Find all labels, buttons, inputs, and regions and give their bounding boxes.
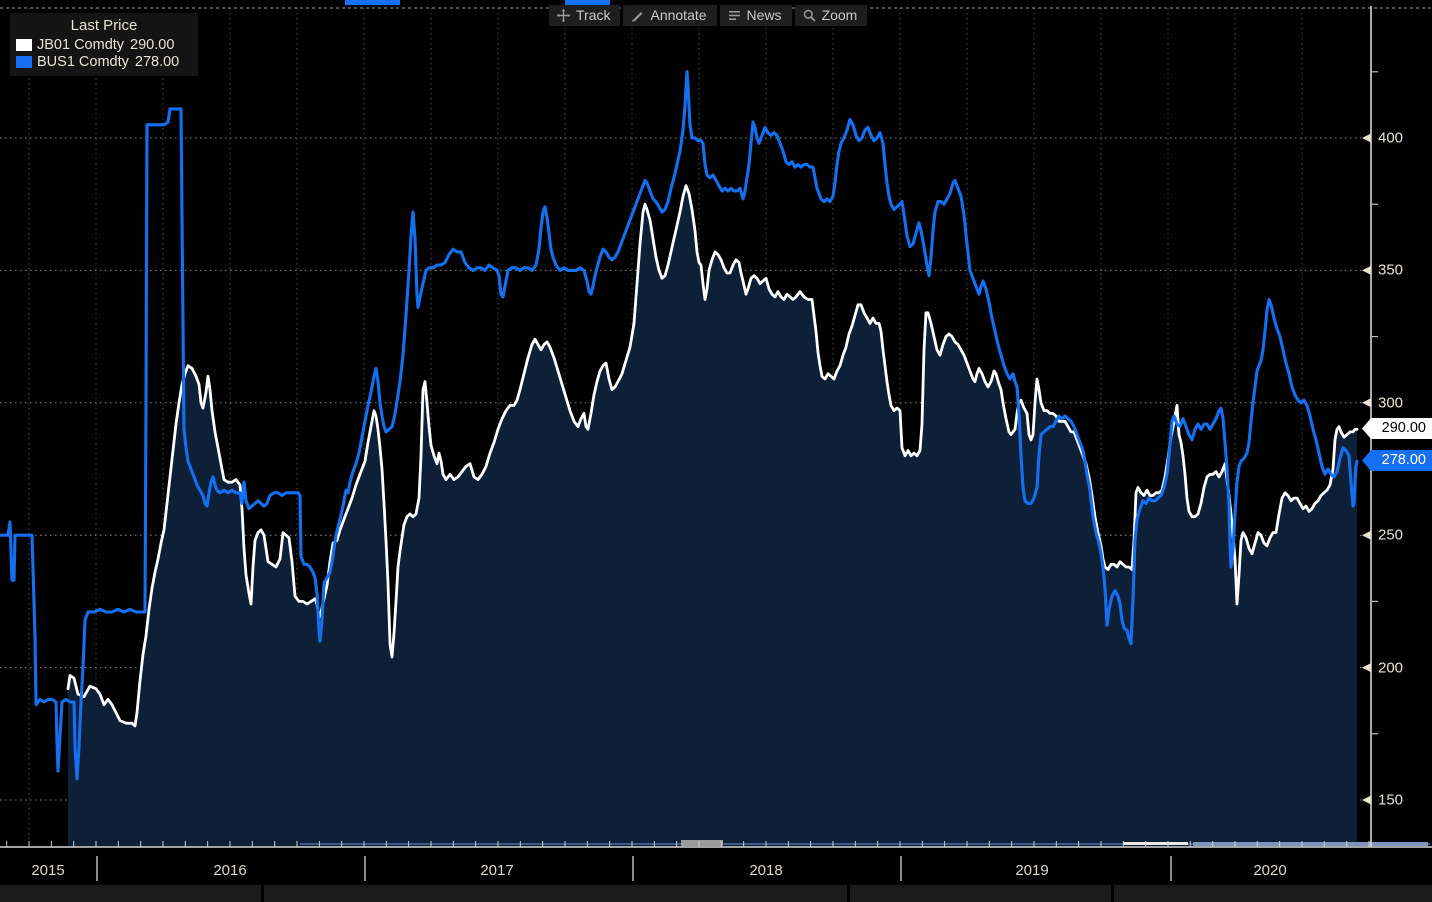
y-tick-arrow bbox=[1362, 265, 1371, 275]
jb01-price-line[interactable] bbox=[66, 184, 1359, 728]
jb01-color-swatch bbox=[16, 38, 32, 51]
jb01-last-price: 290.00 bbox=[130, 36, 175, 53]
bus1-last-price: 278.00 bbox=[134, 53, 180, 70]
y-axis-label: 150 bbox=[1378, 791, 1404, 809]
track-button-label: Track bbox=[576, 7, 611, 23]
x-axis-year-label: 2019 bbox=[1015, 862, 1049, 879]
annotate-button-label: Annotate bbox=[650, 7, 707, 23]
top-edge-fragment bbox=[565, 0, 610, 5]
x-axis-year-separator bbox=[900, 856, 902, 881]
legend-item-jb01[interactable]: JB01 Comdty 290.00 bbox=[16, 36, 192, 53]
x-axis-year-label: 2018 bbox=[749, 862, 783, 879]
y-axis-label: 400 bbox=[1378, 129, 1404, 147]
bus1-price-line[interactable] bbox=[0, 70, 1359, 781]
window-bottom-strip bbox=[0, 885, 1432, 902]
x-axis-year-label: 2015 bbox=[31, 862, 65, 879]
annotate-button[interactable]: Annotate bbox=[623, 5, 717, 26]
y-axis-label: 350 bbox=[1378, 261, 1404, 279]
y-tick-arrow bbox=[1362, 663, 1371, 673]
y-axis-label: 300 bbox=[1378, 394, 1404, 412]
jb01-area-fill bbox=[68, 185, 1357, 846]
y-tick-arrow bbox=[1362, 530, 1371, 540]
x-axis-year-label: 2016 bbox=[213, 862, 247, 879]
x-axis-year-separator bbox=[364, 856, 366, 881]
bottom-strip-divider bbox=[1111, 885, 1114, 902]
jb01-series-name: JB01 Comdty bbox=[37, 36, 125, 53]
y-axis-label: 200 bbox=[1378, 659, 1404, 677]
legend-item-bus1[interactable]: BUS1 Comdty 278.00 bbox=[16, 53, 192, 70]
x-axis-year-separator bbox=[1170, 856, 1172, 881]
track-button[interactable]: Track bbox=[549, 5, 621, 26]
x-axis-year-separator bbox=[96, 856, 98, 881]
x-axis-year-label: 2020 bbox=[1253, 862, 1287, 879]
price-marker-bus1: 278.00 bbox=[1362, 450, 1432, 471]
news-button-label: News bbox=[746, 7, 782, 23]
chart-toolbar: Track Annotate News Zoom bbox=[549, 5, 868, 26]
zoom-button-label: Zoom bbox=[821, 7, 858, 23]
x-axis-year-separator bbox=[632, 856, 634, 881]
scrollbar-thumb[interactable] bbox=[681, 840, 723, 846]
x-axis-year-label: 2017 bbox=[480, 862, 514, 879]
y-tick-arrow bbox=[1362, 398, 1371, 408]
legend-title: Last Price bbox=[70, 17, 138, 34]
scrollbar-segment[interactable] bbox=[1123, 842, 1188, 845]
news-button[interactable]: News bbox=[719, 5, 792, 26]
bottom-strip-divider bbox=[261, 885, 264, 902]
bottom-strip-divider bbox=[847, 885, 850, 902]
news-lines-icon bbox=[728, 10, 740, 20]
y-axis-label: 250 bbox=[1378, 526, 1404, 544]
y-tick-arrow bbox=[1362, 795, 1371, 805]
track-crosshair-icon bbox=[557, 8, 570, 22]
chart-legend: Last Price JB01 Comdty 290.00 BUS1 Comdty… bbox=[10, 13, 198, 76]
annotate-pencil-icon bbox=[632, 11, 643, 22]
scrollbar-segment[interactable] bbox=[1193, 842, 1428, 846]
price-marker-jb01: 290.00 bbox=[1362, 418, 1432, 439]
zoom-button[interactable]: Zoom bbox=[794, 5, 868, 26]
bus1-series-name: BUS1 Comdty bbox=[37, 53, 129, 70]
y-tick-arrow bbox=[1362, 133, 1371, 143]
zoom-magnifier-icon bbox=[803, 9, 816, 22]
bus1-color-swatch bbox=[16, 55, 32, 68]
top-edge-fragment bbox=[345, 0, 400, 5]
